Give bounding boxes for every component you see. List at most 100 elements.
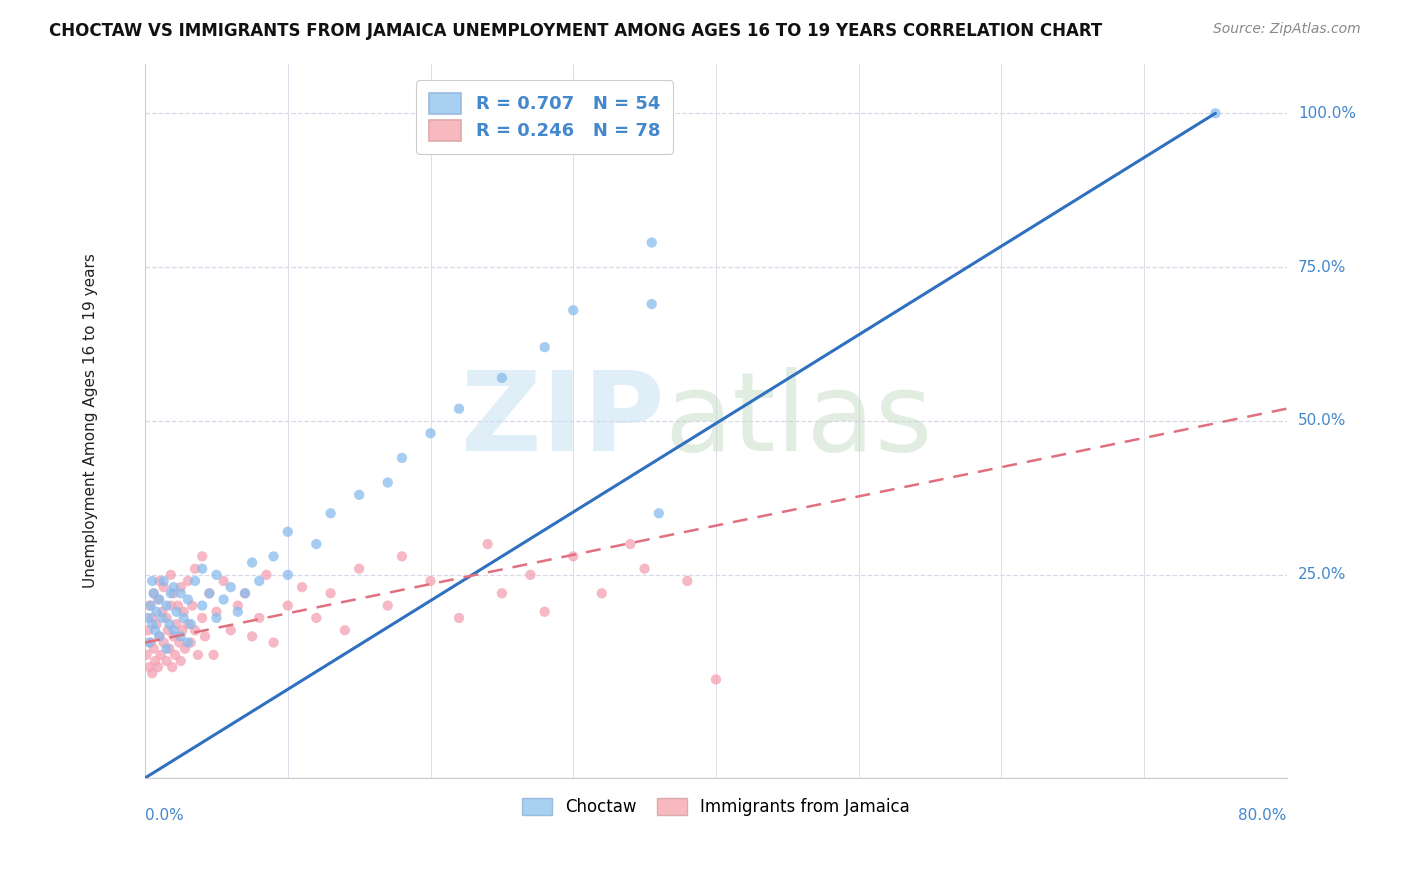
Point xyxy=(143,624,166,638)
Point xyxy=(173,605,195,619)
Point xyxy=(159,586,181,600)
Point xyxy=(533,340,555,354)
Point xyxy=(277,567,299,582)
Point xyxy=(377,599,399,613)
Point xyxy=(159,599,181,613)
Point xyxy=(205,605,228,619)
Point xyxy=(226,599,249,613)
Point xyxy=(141,666,163,681)
Point xyxy=(166,605,188,619)
Point xyxy=(219,580,242,594)
Point xyxy=(145,605,167,619)
Point xyxy=(205,611,228,625)
Point xyxy=(165,648,187,662)
Point xyxy=(170,586,193,600)
Text: 75.0%: 75.0% xyxy=(1298,260,1346,275)
Point xyxy=(177,592,200,607)
Point xyxy=(141,574,163,588)
Point xyxy=(212,592,235,607)
Point xyxy=(157,641,180,656)
Text: CHOCTAW VS IMMIGRANTS FROM JAMAICA UNEMPLOYMENT AMONG AGES 16 TO 19 YEARS CORREL: CHOCTAW VS IMMIGRANTS FROM JAMAICA UNEMP… xyxy=(49,22,1102,40)
Point xyxy=(240,629,263,643)
Point xyxy=(277,524,299,539)
Point xyxy=(152,580,174,594)
Point xyxy=(191,549,214,564)
Point xyxy=(291,580,314,594)
Point xyxy=(240,556,263,570)
Point xyxy=(191,599,214,613)
Point xyxy=(491,586,513,600)
Point xyxy=(157,617,180,632)
Point xyxy=(247,611,270,625)
Text: Unemployment Among Ages 16 to 19 years: Unemployment Among Ages 16 to 19 years xyxy=(83,253,98,589)
Point xyxy=(152,635,174,649)
Point xyxy=(150,611,173,625)
Point xyxy=(633,562,655,576)
Point xyxy=(226,605,249,619)
Point xyxy=(174,641,197,656)
Point xyxy=(163,629,186,643)
Point xyxy=(263,635,285,649)
Point xyxy=(160,660,183,674)
Point xyxy=(184,574,207,588)
Point xyxy=(148,592,170,607)
Point xyxy=(619,537,641,551)
Legend: Choctaw, Immigrants from Jamaica: Choctaw, Immigrants from Jamaica xyxy=(515,791,917,823)
Point xyxy=(135,648,157,662)
Point xyxy=(169,635,191,649)
Point xyxy=(136,624,159,638)
Point xyxy=(156,624,179,638)
Point xyxy=(648,506,671,520)
Point xyxy=(263,549,285,564)
Point xyxy=(170,654,193,668)
Point xyxy=(277,599,299,613)
Point xyxy=(233,586,256,600)
Point xyxy=(419,426,441,441)
Point xyxy=(170,629,193,643)
Point xyxy=(148,629,170,643)
Point xyxy=(591,586,613,600)
Point xyxy=(138,660,160,674)
Point xyxy=(333,624,356,638)
Point xyxy=(419,574,441,588)
Point xyxy=(146,592,169,607)
Point xyxy=(155,654,177,668)
Text: 80.0%: 80.0% xyxy=(1239,808,1286,823)
Point xyxy=(212,574,235,588)
Point xyxy=(447,611,470,625)
Point xyxy=(143,654,166,668)
Point xyxy=(347,562,370,576)
Point xyxy=(173,611,195,625)
Point xyxy=(181,599,204,613)
Point xyxy=(1204,106,1226,120)
Point xyxy=(704,673,727,687)
Point xyxy=(159,567,181,582)
Point xyxy=(177,617,200,632)
Point xyxy=(533,605,555,619)
Point xyxy=(562,303,585,318)
Point xyxy=(138,635,160,649)
Point xyxy=(254,567,277,582)
Point xyxy=(184,624,207,638)
Point xyxy=(149,648,172,662)
Point xyxy=(319,506,342,520)
Point xyxy=(141,611,163,625)
Point xyxy=(177,574,200,588)
Point xyxy=(319,586,342,600)
Point xyxy=(377,475,399,490)
Point xyxy=(172,624,194,638)
Point xyxy=(447,401,470,416)
Point xyxy=(163,624,186,638)
Point xyxy=(676,574,699,588)
Point xyxy=(139,599,162,613)
Point xyxy=(391,450,413,465)
Point xyxy=(166,617,188,632)
Point xyxy=(194,629,217,643)
Point xyxy=(148,574,170,588)
Point xyxy=(146,660,169,674)
Point xyxy=(219,624,242,638)
Point xyxy=(305,537,328,551)
Point xyxy=(233,586,256,600)
Point xyxy=(562,549,585,564)
Point xyxy=(155,641,177,656)
